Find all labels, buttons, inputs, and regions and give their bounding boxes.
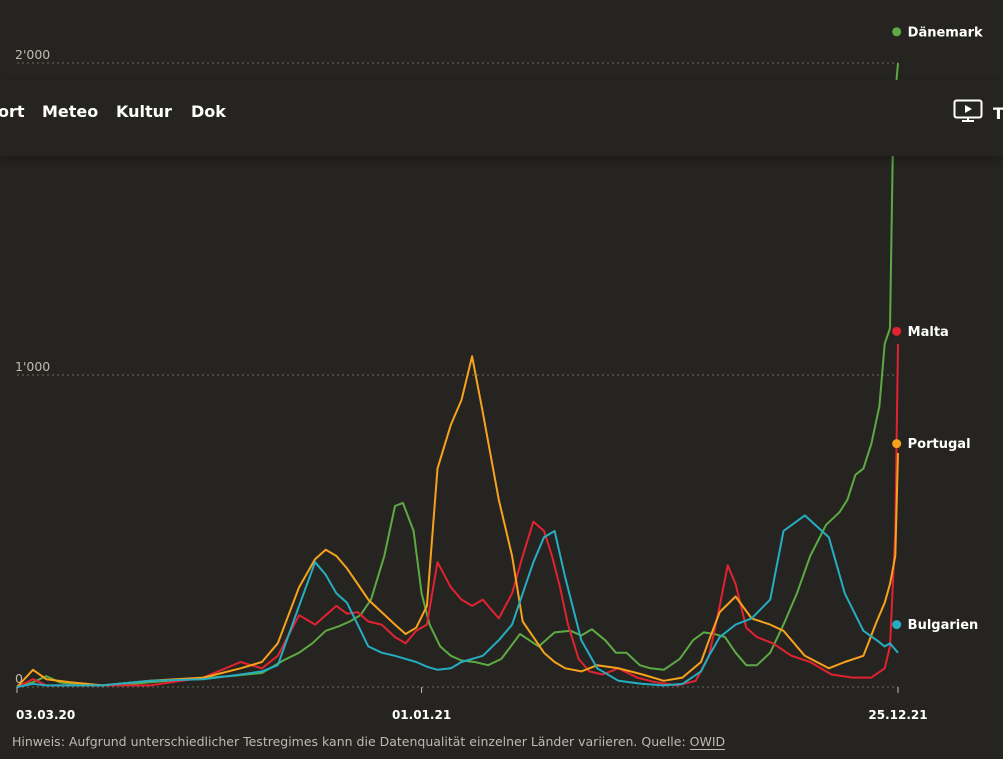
x-tick-label: 01.01.21 — [392, 708, 451, 722]
series-line-dänemark — [16, 62, 899, 688]
source-link[interactable]: OWID — [689, 734, 726, 750]
y-axis: 0 1'000 2'000 — [15, 47, 50, 686]
end-marker — [892, 326, 902, 336]
end-label: Bulgarien — [908, 618, 979, 633]
tv-link[interactable]: T — [953, 99, 1003, 127]
y-tick-label: 1'000 — [15, 359, 50, 374]
nav-item-sport[interactable]: ort — [0, 102, 25, 121]
end-marker — [892, 620, 902, 630]
nav-item-meteo[interactable]: Meteo — [42, 102, 99, 121]
y-tick-label: 0 — [15, 671, 23, 686]
grid — [17, 62, 898, 688]
end-labels: Dänemark Malta Portugal Bulgarien — [892, 25, 983, 633]
end-label: Malta — [908, 325, 949, 340]
tv-label: T — [993, 103, 1003, 123]
footer-note: Hinweis: Aufgrund unterschiedlicher Test… — [12, 734, 726, 750]
end-label: Dänemark — [908, 25, 983, 40]
end-marker — [892, 439, 902, 449]
x-tick-label: 25.12.21 — [868, 708, 927, 722]
x-axis: 03.03.20 01.01.21 25.12.21 — [16, 687, 928, 722]
end-label: Portugal — [908, 437, 971, 452]
series-line-bulgarien — [16, 514, 899, 688]
top-navigation: ort Meteo Kultur Dok T — [0, 80, 1003, 156]
series-line-portugal — [16, 355, 899, 688]
x-tick-label: 03.03.20 — [16, 708, 75, 722]
nav-item-dok[interactable]: Dok — [191, 102, 226, 121]
tv-play-icon — [953, 99, 983, 127]
footer-text: Hinweis: Aufgrund unterschiedlicher Test… — [12, 734, 690, 749]
y-tick-label: 2'000 — [15, 47, 50, 62]
end-marker — [892, 27, 902, 37]
nav-item-kultur[interactable]: Kultur — [116, 102, 172, 121]
series-lines — [16, 62, 899, 688]
series-line-malta — [16, 343, 899, 688]
